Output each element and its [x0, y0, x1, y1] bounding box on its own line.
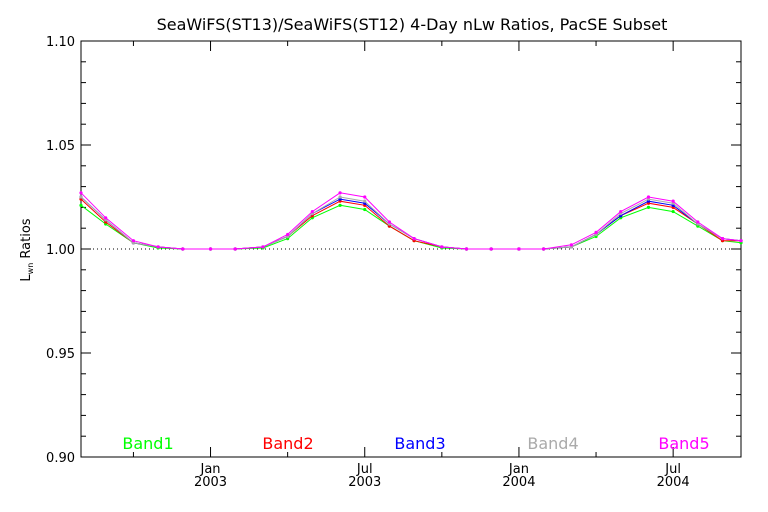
- x-tick-label-year: 2004: [657, 475, 690, 490]
- data-point-band5: [569, 243, 573, 247]
- data-point-band5: [696, 220, 700, 224]
- data-point-band4: [363, 199, 367, 203]
- y-axis-label-sub: wn: [26, 263, 35, 275]
- data-point-band5: [464, 247, 469, 251]
- data-point-band1: [338, 203, 342, 207]
- data-point-band5: [156, 245, 160, 249]
- legend-item-band1: Band1: [122, 434, 173, 453]
- y-tick-label: 0.95: [46, 347, 75, 362]
- svg-text:Lwn Ratios: Lwn Ratios: [19, 218, 35, 281]
- data-point-band5: [181, 247, 185, 251]
- data-point-band5: [363, 195, 367, 199]
- y-tick-label: 1.05: [46, 139, 75, 154]
- data-point-band5: [412, 237, 416, 241]
- data-point-band5: [131, 239, 136, 243]
- legend-item-band4: Band4: [527, 434, 578, 453]
- data-point-band5: [489, 247, 493, 251]
- y-axis-label-main: L: [19, 274, 34, 282]
- data-point-band5: [542, 247, 546, 251]
- data-point-band5: [338, 191, 342, 195]
- series-group: [79, 191, 743, 251]
- data-point-band5: [310, 209, 314, 214]
- x-tick-label-year: 2003: [348, 475, 381, 490]
- y-tick-label: 1.10: [46, 35, 75, 50]
- data-point-band5: [440, 245, 444, 249]
- data-point-band5: [104, 216, 108, 220]
- data-point-band5: [387, 220, 392, 224]
- series-line-band2: [80, 198, 741, 250]
- data-point-band5: [720, 237, 725, 241]
- data-point-band1: [646, 205, 651, 209]
- y-axis-label-rest: Ratios: [19, 218, 34, 263]
- y-tick-label: 1.00: [46, 243, 75, 258]
- data-point-band1: [671, 209, 675, 214]
- x-tick-label-year: 2003: [194, 475, 227, 490]
- series-line-band1: [80, 204, 742, 250]
- data-point-band1: [363, 207, 367, 212]
- data-point-band4: [338, 195, 342, 199]
- x-tick-label-month: Jan: [508, 462, 529, 477]
- data-point-band4: [79, 195, 83, 199]
- x-tick-label-month: Jul: [356, 462, 373, 477]
- legend-item-band3: Band3: [394, 434, 445, 453]
- legend-item-band2: Band2: [262, 434, 313, 453]
- legend: Band1 Band2 Band3 Band4 Band5: [122, 434, 709, 453]
- data-point-band5: [671, 199, 675, 203]
- data-point-band5: [208, 247, 213, 251]
- data-point-band5: [594, 230, 598, 234]
- legend-item-band5: Band5: [658, 434, 709, 453]
- data-point-band5: [517, 247, 521, 251]
- data-point-band5: [646, 195, 651, 199]
- chart-title: SeaWiFS(ST13)/SeaWiFS(ST12) 4-Day nLw Ra…: [157, 15, 668, 34]
- y-axis-ticks: 0.90 0.95 1.00 1.05 1.10: [46, 35, 741, 466]
- data-point-band5: [233, 247, 237, 251]
- data-point-band5: [261, 245, 265, 249]
- y-tick-label: 0.90: [46, 451, 75, 466]
- data-point-band5: [739, 239, 743, 243]
- x-tick-label-month: Jul: [664, 462, 681, 477]
- series-line-band3: [80, 196, 742, 250]
- y-axis-label: Lwn Ratios: [19, 218, 35, 281]
- x-tick-label-month: Jan: [200, 462, 221, 477]
- series-line-band5: [80, 192, 742, 250]
- data-point-band5: [286, 232, 290, 237]
- data-point-band5: [79, 191, 83, 195]
- data-point-band1: [79, 203, 83, 207]
- x-tick-label-year: 2004: [502, 475, 535, 490]
- data-point-band5: [619, 209, 623, 214]
